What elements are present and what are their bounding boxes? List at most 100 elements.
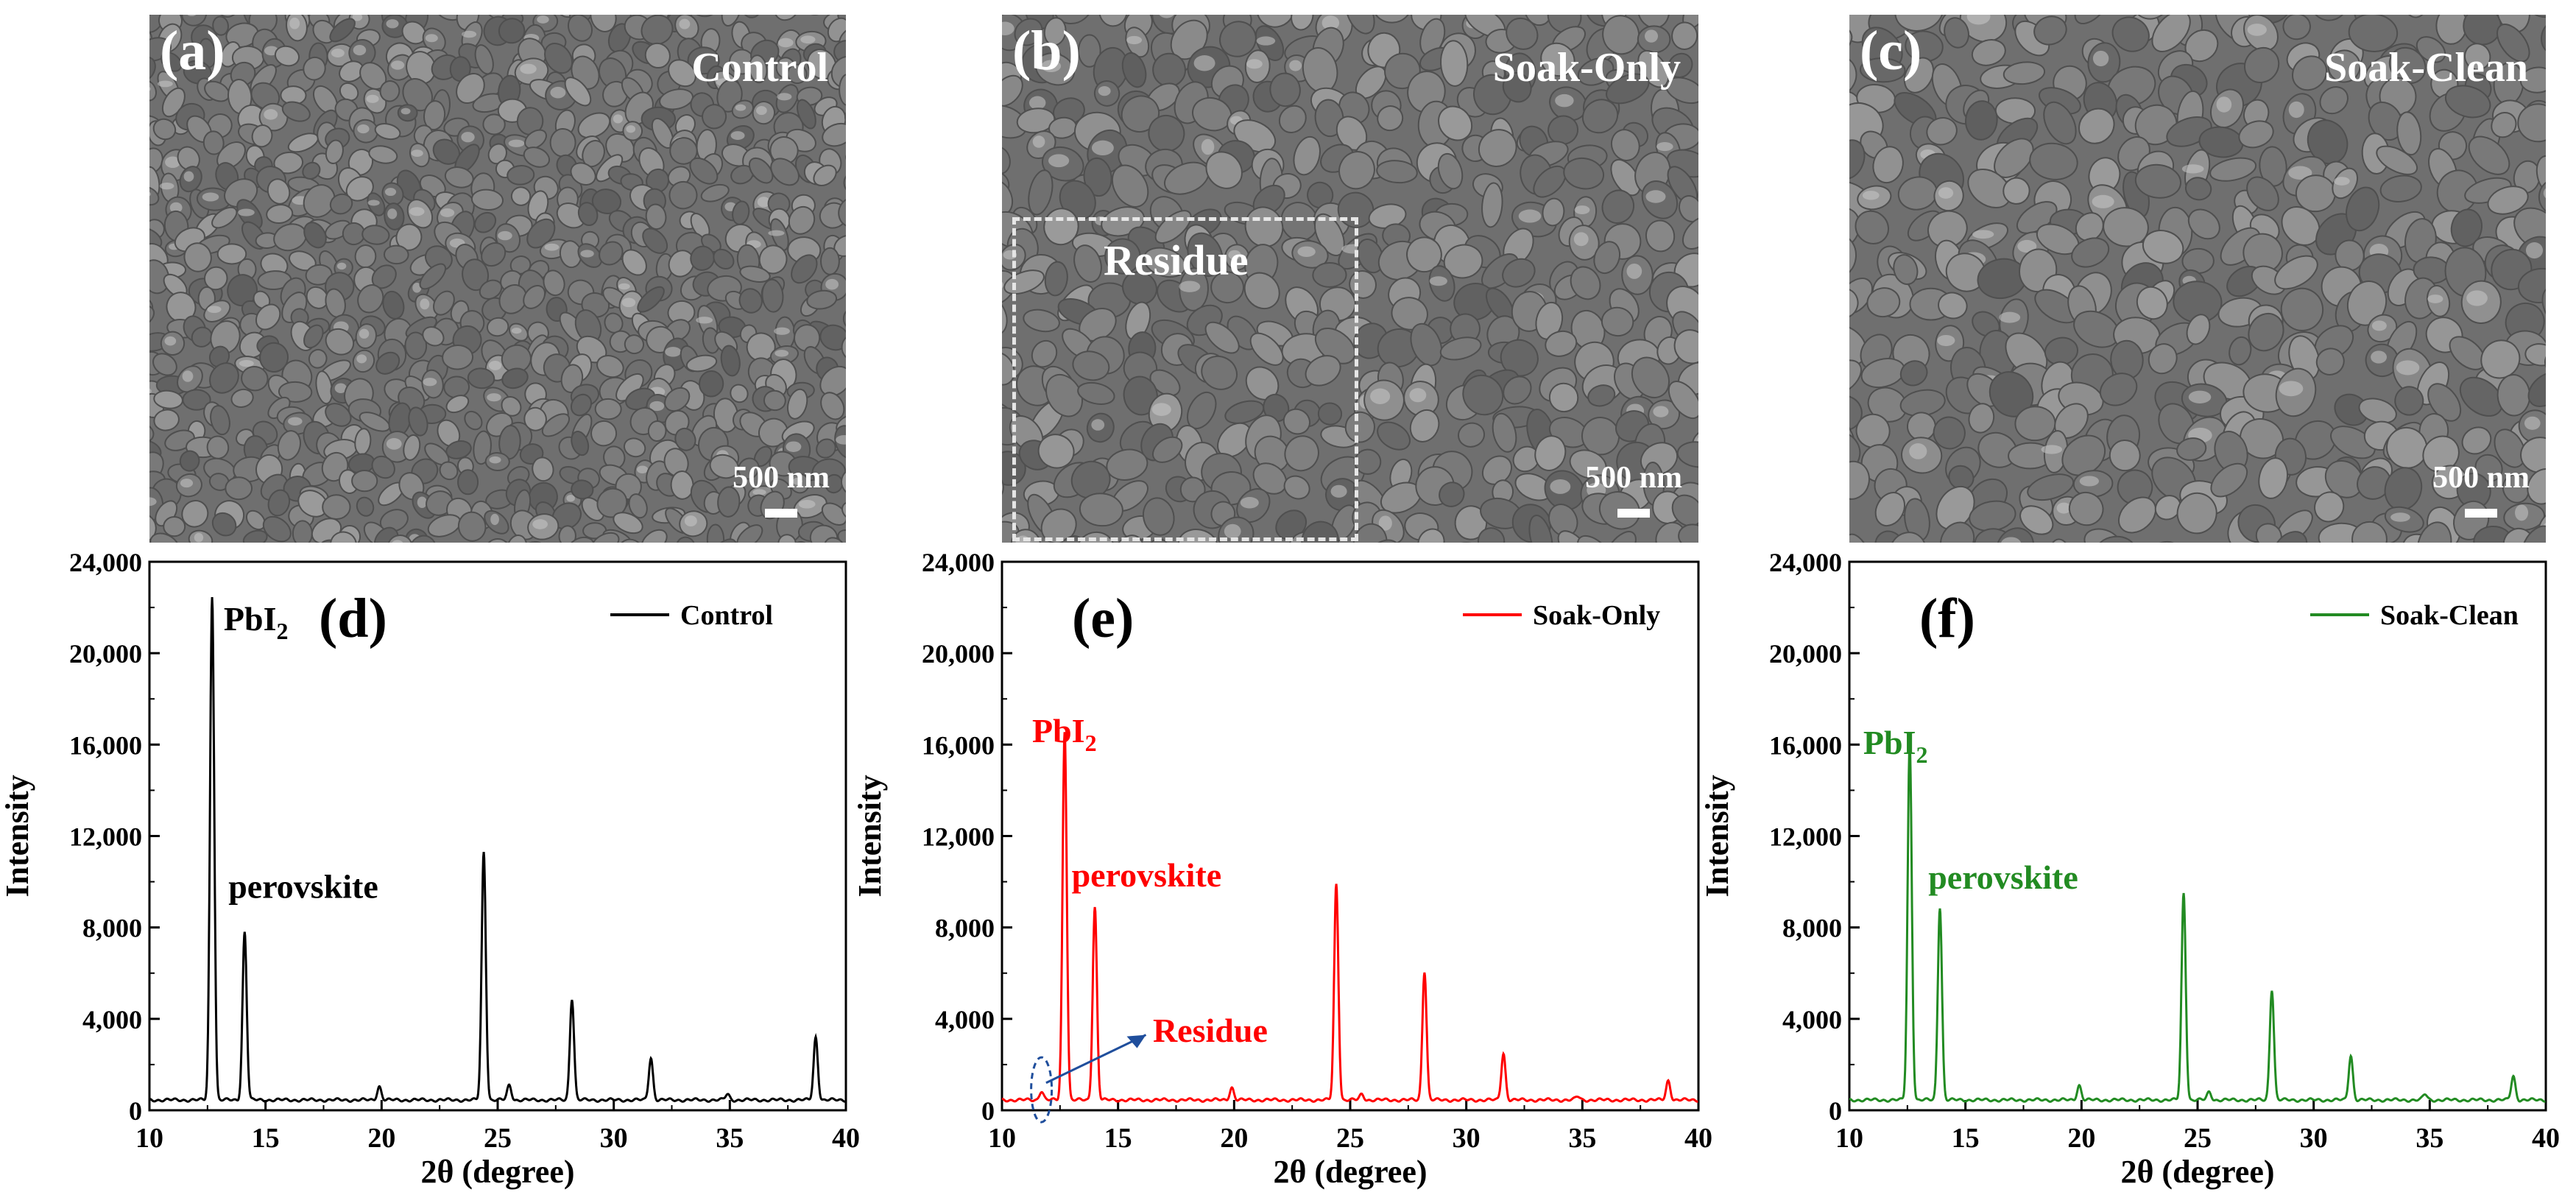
grain xyxy=(770,158,800,186)
grain xyxy=(1201,355,1238,390)
grain xyxy=(241,365,269,392)
grain-highlight xyxy=(1091,419,1105,431)
grain-texture xyxy=(1002,15,1698,543)
grain-highlight xyxy=(1002,21,1014,36)
grain xyxy=(245,509,266,531)
grain xyxy=(267,489,291,517)
grain xyxy=(1631,356,1670,398)
grain xyxy=(456,73,485,105)
grain xyxy=(596,355,624,378)
grain xyxy=(149,305,155,327)
grain xyxy=(487,143,507,165)
grain-highlight xyxy=(384,188,397,197)
grain-highlight xyxy=(149,86,151,91)
grain xyxy=(1072,350,1110,381)
grain xyxy=(685,354,718,373)
grain xyxy=(613,512,643,535)
grain xyxy=(434,15,467,21)
grain xyxy=(183,242,212,272)
grain-highlight xyxy=(417,496,427,509)
grain-highlight xyxy=(1126,35,1143,45)
grain xyxy=(560,364,584,393)
grain xyxy=(374,123,401,141)
panel-label-b: (b) xyxy=(1012,20,1081,82)
grain xyxy=(1204,321,1240,354)
grain-highlight xyxy=(392,540,403,543)
grain xyxy=(1143,247,1187,278)
grain xyxy=(498,284,527,314)
grain-highlight xyxy=(544,243,560,251)
grain xyxy=(841,501,846,521)
grain xyxy=(1894,15,1944,32)
grain xyxy=(464,410,483,431)
grain xyxy=(570,162,596,186)
grain xyxy=(1293,135,1321,176)
grain xyxy=(1577,535,1613,543)
grain xyxy=(577,112,611,139)
sem-image-soak-clean: (c) Soak-Clean 500 nm xyxy=(1849,15,2546,543)
grain xyxy=(641,529,668,543)
y-tick-label: 24,000 xyxy=(69,548,142,577)
grain xyxy=(591,532,620,543)
grain xyxy=(717,486,741,518)
grain xyxy=(623,437,646,458)
grain xyxy=(1278,105,1307,134)
grain-highlight xyxy=(730,131,745,141)
y-tick-label: 20,000 xyxy=(922,639,995,669)
grain-highlight xyxy=(202,192,219,202)
sem-image-control: (a) Control 500 nm xyxy=(149,15,846,543)
grain xyxy=(422,326,445,347)
grain-highlight xyxy=(353,45,367,56)
grain xyxy=(1548,382,1579,413)
grain xyxy=(599,241,624,266)
grain xyxy=(544,43,574,74)
grain xyxy=(843,171,846,194)
y-tick-label: 0 xyxy=(1829,1096,1842,1126)
x-tick-label: 30 xyxy=(2300,1123,2328,1154)
grain xyxy=(225,476,253,501)
grain xyxy=(645,203,667,230)
legend-label: Soak-Clean xyxy=(2380,600,2519,631)
grain xyxy=(700,183,730,202)
grain-highlight xyxy=(1091,140,1114,156)
grain-highlight xyxy=(387,208,398,219)
x-tick-label: 35 xyxy=(1568,1123,1596,1154)
x-axis-title: 2θ (degree) xyxy=(1273,1154,1427,1190)
grain xyxy=(1437,152,1464,190)
grain-highlight xyxy=(498,230,512,241)
grain-highlight xyxy=(425,34,438,43)
grain-highlight xyxy=(423,378,437,387)
grain xyxy=(1655,521,1686,543)
grain xyxy=(1205,151,1243,189)
grain-highlight xyxy=(752,489,766,496)
y-axis-title: Intensity xyxy=(1699,775,1735,897)
grain-highlight xyxy=(786,441,802,452)
grain-highlight xyxy=(440,208,455,217)
grain xyxy=(1668,52,1693,79)
grain xyxy=(571,479,594,500)
grain xyxy=(690,245,715,271)
grain-highlight xyxy=(1179,281,1201,292)
grain xyxy=(230,388,254,408)
grain xyxy=(821,502,846,526)
grain xyxy=(1678,523,1698,543)
grain xyxy=(379,80,400,102)
grain-highlight xyxy=(420,298,430,310)
grain xyxy=(1671,494,1698,527)
grain xyxy=(1581,99,1619,134)
grain-highlight xyxy=(386,19,399,29)
y-tick-label: 12,000 xyxy=(922,822,995,852)
grain-highlight xyxy=(1555,94,1574,107)
x-tick-label: 40 xyxy=(832,1123,860,1154)
sem-image-soak-only: Residue (b) Soak-Only 500 nm xyxy=(1002,15,1698,543)
grain xyxy=(182,389,211,411)
y-tick-label: 24,000 xyxy=(1769,548,1842,577)
grain xyxy=(277,430,302,461)
grain-highlight xyxy=(412,283,422,293)
grain xyxy=(1542,197,1565,227)
grain-highlight xyxy=(169,202,183,214)
xrd-chart-soak-clean: 10 15 20 25 30 35 40 0 4,000 8,000 12,000 16,000 20,… xyxy=(1699,548,2560,1190)
grain xyxy=(1377,105,1404,132)
grain xyxy=(1533,165,1567,198)
grain-highlight xyxy=(566,494,575,502)
